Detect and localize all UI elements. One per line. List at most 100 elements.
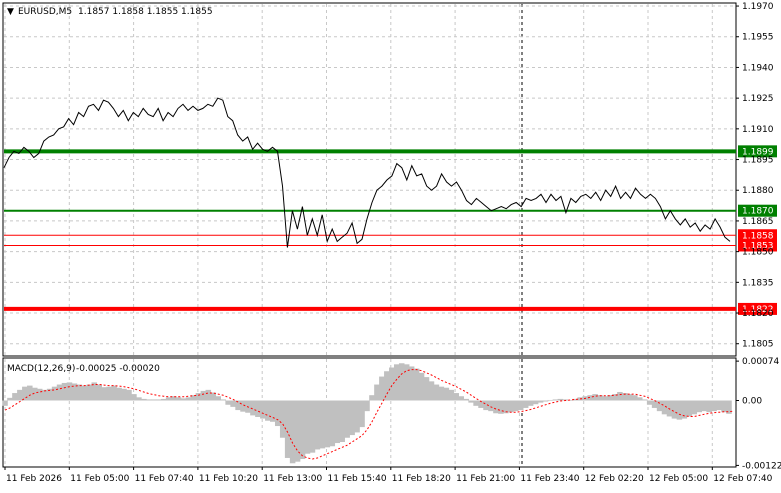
macd-histogram-bar <box>488 400 494 412</box>
macd-histogram-bar <box>220 399 226 401</box>
macd-histogram-bar <box>661 400 668 415</box>
macd-histogram-bar <box>185 397 192 401</box>
x-tick-label: 11 Feb 21:00 <box>456 474 515 484</box>
macd-histogram-bar <box>309 400 316 453</box>
macd-histogram-bar <box>468 400 474 403</box>
axes: 11 Feb 2026 11 Feb 05:00 11 Feb 07:40 11 Fe… <box>4 2 781 484</box>
macd-histogram-bar <box>36 388 43 401</box>
macd-histogram-bar <box>706 400 712 413</box>
macd-histogram-bar <box>597 395 603 401</box>
macd-histogram-bar <box>513 400 519 412</box>
macd-histogram-bar <box>522 400 529 408</box>
macd-histogram-bar <box>393 364 400 401</box>
price-line <box>3 97 731 248</box>
macd-histogram-bar <box>483 400 489 411</box>
macd-histogram-bar <box>517 400 524 411</box>
x-tick-label: 12 Feb 07:40 <box>713 474 772 484</box>
macd-histogram-bar <box>324 400 331 448</box>
macd-histogram-bar <box>56 384 63 401</box>
macd-histogram-bar <box>146 399 152 401</box>
macd-histogram-bar <box>71 383 78 401</box>
macd-histogram-bar <box>493 400 499 414</box>
macd-histogram-bar <box>106 386 112 401</box>
macd-histogram-bar <box>279 400 286 438</box>
macd-histogram-bar <box>547 399 554 401</box>
price-level-label: 1.1822 <box>742 305 774 315</box>
macd-histogram-bar <box>389 367 395 401</box>
macd-histogram-bar <box>503 400 509 414</box>
macd-histogram-bar <box>329 400 336 447</box>
price-level-label: 1.1899 <box>742 147 774 157</box>
macd-histogram-bar <box>260 400 266 419</box>
macd-y-tick-label: 0.00 <box>742 396 762 406</box>
macd-histogram-bar <box>398 363 405 401</box>
macd-histogram-bar <box>96 384 102 401</box>
macd-histogram-bar <box>686 400 693 417</box>
y-tick-label: 1.1880 <box>742 186 774 196</box>
price-level-label: 1.1853 <box>742 241 774 251</box>
macd-histogram-bar <box>344 400 350 438</box>
macd-panel-frame <box>2 357 737 468</box>
macd-histogram-bar <box>304 400 311 454</box>
macd-histogram-bar <box>384 371 390 401</box>
macd-histogram-bar <box>215 396 221 401</box>
macd-histogram-bar <box>12 393 18 401</box>
macd-histogram-bar <box>617 391 623 401</box>
macd-histogram-bar <box>41 389 48 401</box>
y-tick-label: 1.1895 <box>742 156 774 166</box>
macd-histogram-bar <box>160 398 167 401</box>
macd-histogram-bar <box>557 398 564 401</box>
y-tick-label: 1.1955 <box>742 33 774 43</box>
macd-histogram-bar <box>587 395 593 401</box>
x-tick-label: 11 Feb 10:20 <box>199 474 258 484</box>
macd-y-tick-label: 0.00074 <box>742 357 779 367</box>
x-tick-label: 11 Feb 13:00 <box>263 474 322 484</box>
y-tick-label: 1.1940 <box>742 63 774 73</box>
macd-histogram-bar <box>230 400 236 407</box>
macd-histogram-bar <box>696 400 703 413</box>
macd-histogram-bar <box>319 400 326 449</box>
macd-histogram-bar <box>274 400 281 427</box>
macd-histogram-bar <box>651 400 658 408</box>
macd-histogram-bar <box>403 364 410 401</box>
y-tick-label: 1.1865 <box>742 217 774 227</box>
macd-histogram-bar <box>255 400 261 417</box>
macd-histogram-bar <box>413 368 420 401</box>
macd-histogram-bar <box>205 389 212 401</box>
macd-histogram-bar <box>101 387 107 401</box>
macd-histogram-bar <box>379 376 385 401</box>
price-level-tag <box>738 145 777 158</box>
macd-histogram-bar <box>131 394 137 401</box>
macd-histogram-bar <box>349 400 355 436</box>
macd-histogram-bar <box>27 385 33 401</box>
macd-histogram-bar <box>478 400 484 408</box>
macd-histogram-bar <box>2 400 8 406</box>
macd-histogram-bar <box>636 397 643 401</box>
price-level-tag <box>738 302 777 315</box>
macd-histogram-bar <box>46 388 53 401</box>
macd-histogram-bar <box>170 396 177 401</box>
macd-histogram-bar <box>314 400 321 450</box>
x-tick-label: 11 Feb 23:40 <box>520 474 579 484</box>
macd-histogram-bar <box>448 389 455 401</box>
macd-histogram-bar <box>641 399 648 401</box>
macd-histogram-bar <box>552 399 559 401</box>
x-tick-label: 11 Feb 15:40 <box>328 474 387 484</box>
x-tick-label: 11 Feb 2026 <box>6 474 62 484</box>
macd-histogram-bar <box>334 400 341 444</box>
macd-histogram-bar <box>250 400 256 416</box>
macd-histogram-bar <box>76 384 83 401</box>
macd-histogram-bar <box>354 400 360 433</box>
macd-histogram-bar <box>537 400 544 403</box>
macd-histogram-bar <box>572 398 579 401</box>
macd-y-tick-label: -0.00122 <box>742 461 781 471</box>
macd-histogram-bar <box>7 397 13 401</box>
macd-histogram-bar <box>646 400 653 405</box>
macd-histogram-bar <box>418 372 425 401</box>
macd-histogram-bar <box>126 389 132 401</box>
collapse-icon[interactable]: ▼ <box>7 7 14 17</box>
macd-histogram-bar <box>607 395 613 401</box>
macd-histogram-bar <box>141 398 147 401</box>
